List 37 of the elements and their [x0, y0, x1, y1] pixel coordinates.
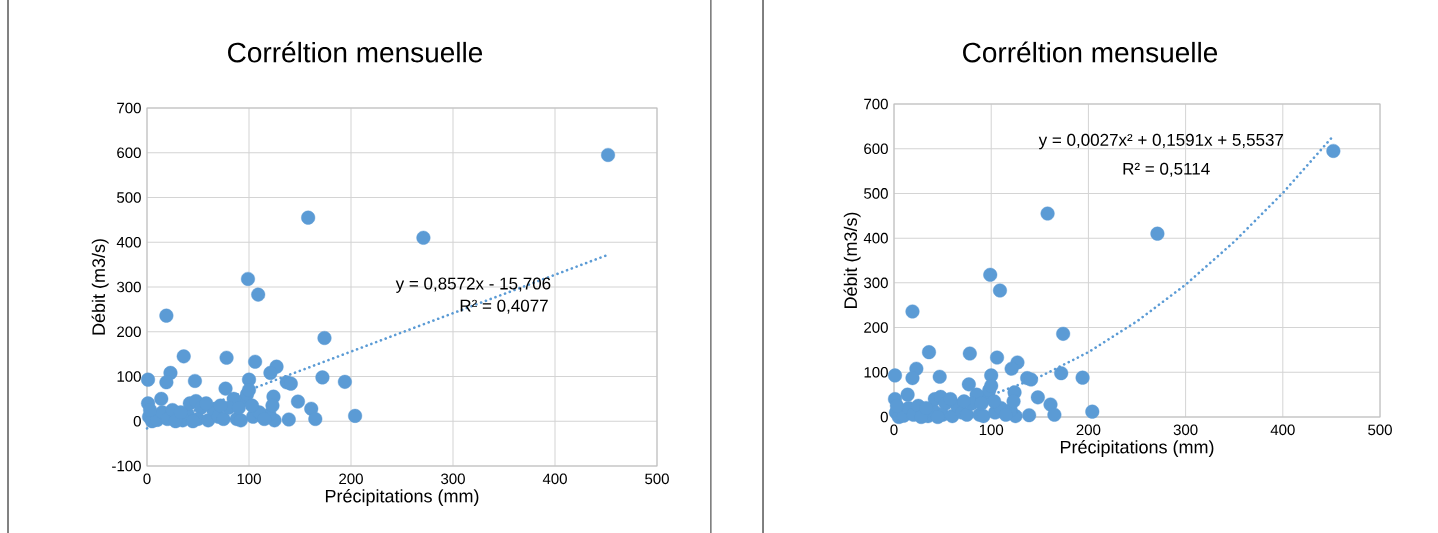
y-tick-label: 500	[117, 192, 141, 203]
y-axis-title: Débit (m3/s)	[91, 239, 109, 335]
y-tick-label: 200	[117, 326, 141, 338]
annotation: R² = 0,5114	[1123, 162, 1210, 177]
x-tick-label: 500	[645, 473, 669, 485]
y-tick-label: 0	[880, 411, 888, 423]
y-tick-label: 200	[864, 322, 888, 333]
y-tick-label: -100	[112, 460, 141, 472]
y-tick-label: 300	[117, 281, 141, 293]
chart-title: Corréltion mensuelle	[963, 41, 1218, 63]
x-tick-label: 200	[1076, 424, 1101, 436]
x-tick-label: 400	[542, 473, 567, 485]
x-tick-label: 0	[143, 473, 151, 485]
y-tick-label: 100	[117, 371, 141, 382]
x-tick-label: 200	[339, 473, 363, 485]
y-tick-label: 0	[133, 415, 141, 427]
x-axis-title: Précipitations (mm)	[325, 489, 479, 506]
y-tick-label: 700	[117, 102, 141, 114]
x-tick-label: 300	[441, 473, 465, 485]
x-tick-label: 500	[1368, 424, 1392, 436]
y-tick-label: 100	[864, 366, 888, 378]
y-tick-label: 500	[864, 188, 888, 199]
y-axis-title: Débit (m3/s)	[843, 212, 861, 309]
y-tick-label: 300	[864, 277, 888, 289]
x-tick-label: 0	[890, 424, 898, 436]
y-tick-label: 600	[864, 143, 888, 155]
x-tick-label: 400	[1270, 424, 1295, 436]
chart-title: Corréltion mensuelle	[228, 41, 483, 63]
x-axis-title: Précipitations (mm)	[1060, 440, 1214, 458]
x-tick-label: 300	[1173, 424, 1198, 436]
x-tick-label: 100	[237, 473, 261, 485]
y-tick-label: 600	[117, 147, 141, 159]
y-tick-label: 700	[864, 98, 888, 110]
y-tick-label: 400	[863, 232, 888, 244]
x-tick-label: 100	[979, 424, 1004, 436]
y-tick-label: 400	[116, 236, 141, 248]
annotation: y = 0,0027x² + 0,1591x + 5,5537	[1038, 133, 1284, 150]
